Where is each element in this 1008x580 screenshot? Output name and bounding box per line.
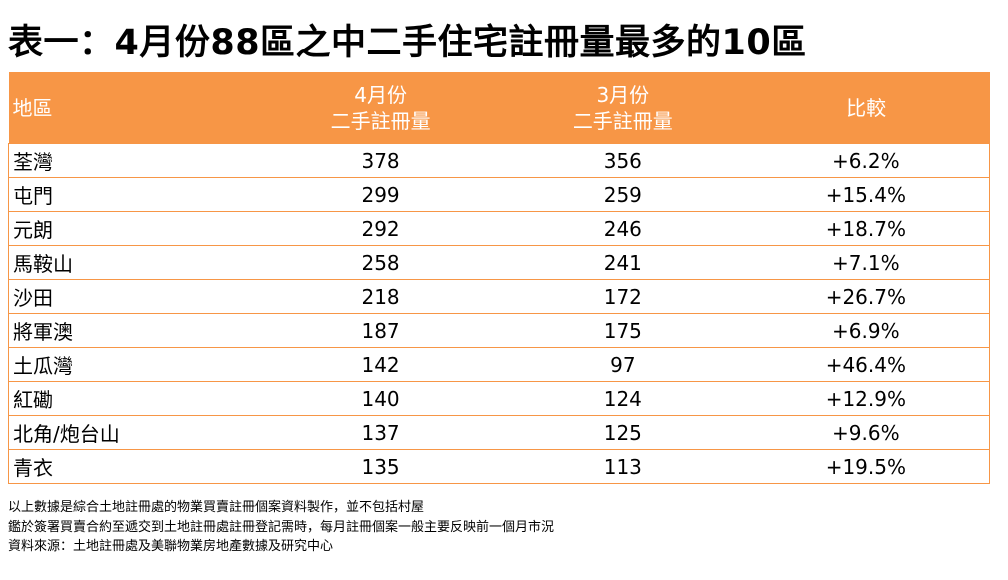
value-cell: 241 <box>502 245 743 280</box>
value-cell: 258 <box>258 245 503 280</box>
district-cell: 土瓜灣 <box>8 347 259 382</box>
table-row: 元朗 292 246 +18.7% <box>8 211 990 246</box>
table-row: 將軍澳 187 175 +6.9% <box>8 313 990 348</box>
table-row: 北角/炮台山 137 125 +9.6% <box>8 415 990 450</box>
value-cell: +46.4% <box>742 347 990 382</box>
district-cell: 紅磡 <box>8 381 259 416</box>
column-header: 3月份 二手註冊量 <box>502 72 743 144</box>
table-body: 荃灣 378 356 +6.2% 屯門 299 259 +15.4% 元朗 292 246 +18.7… <box>8 143 990 484</box>
value-cell: +26.7% <box>742 279 990 314</box>
value-cell: +15.4% <box>742 177 990 212</box>
header-line: 比較 <box>846 95 887 120</box>
value-cell: 124 <box>502 381 743 416</box>
value-cell: 97 <box>502 347 743 382</box>
header-line: 二手註冊量 <box>572 108 673 133</box>
value-cell: 137 <box>258 415 503 450</box>
value-cell: 218 <box>258 279 503 314</box>
value-cell: 356 <box>502 143 743 178</box>
value-cell: +9.6% <box>742 415 990 450</box>
note: 以上數據是綜合土地註冊處的物業買賣註冊個案資料製作，並不包括村屋 <box>8 500 425 515</box>
header-line: 地區 <box>12 95 53 120</box>
value-cell: 292 <box>258 211 503 246</box>
value-cell: 113 <box>502 449 743 484</box>
value-cell: 246 <box>502 211 743 246</box>
note: 資料來源：土地註冊處及美聯物業房地產數據及研究中心 <box>8 539 334 554</box>
value-cell: +6.9% <box>742 313 990 348</box>
district-cell: 將軍澳 <box>8 313 259 348</box>
district-cell: 北角/炮台山 <box>8 415 259 450</box>
title: 表一：4月份88區之中二手住宅註冊量最多的10區 <box>8 23 807 63</box>
value-cell: 299 <box>258 177 503 212</box>
notes: 以上數據是綜合土地註冊處的物業買賣註冊個案資料製作，並不包括村屋鑑於簽署買賣合約… <box>8 498 554 557</box>
table-row: 土瓜灣 142 97 +46.4% <box>8 347 990 382</box>
header-line: 4月份 <box>354 82 407 107</box>
district-cell: 馬鞍山 <box>8 245 259 280</box>
column-header: 地區 <box>8 72 259 144</box>
district-cell: 沙田 <box>8 279 259 314</box>
note: 鑑於簽署買賣合約至遞交到土地註冊處註冊登記需時，每月註冊個案一般主要反映前一個月… <box>8 519 555 535</box>
district-cell: 青衣 <box>8 449 259 484</box>
value-cell: +18.7% <box>742 211 990 246</box>
value-cell: 140 <box>258 381 503 416</box>
table-row: 馬鞍山 258 241 +7.1% <box>8 245 990 280</box>
table-row: 青衣 135 113 +19.5% <box>8 449 990 484</box>
table-row: 紅磡 140 124 +12.9% <box>8 381 990 416</box>
value-cell: 187 <box>258 313 503 348</box>
value-cell: +12.9% <box>742 381 990 416</box>
value-cell: 125 <box>502 415 743 450</box>
header-row: 地區 4月份 二手註冊量 3月份 二手註冊量 比較 <box>8 72 990 144</box>
value-cell: +19.5% <box>742 449 990 484</box>
column-header: 比較 <box>742 72 990 144</box>
value-cell: 378 <box>258 143 503 178</box>
table-row: 屯門 299 259 +15.4% <box>8 177 990 212</box>
district-cell: 元朗 <box>8 211 259 246</box>
value-cell: 172 <box>502 279 743 314</box>
table-row: 沙田 218 172 +26.7% <box>8 279 990 314</box>
header-line: 3月份 <box>596 82 650 107</box>
value-cell: 142 <box>258 347 503 382</box>
value-cell: 175 <box>502 313 743 348</box>
header-line: 二手註冊量 <box>330 108 431 133</box>
value-cell: 259 <box>502 177 743 212</box>
table-row: 荃灣 378 356 +6.2% <box>8 143 990 178</box>
district-cell: 屯門 <box>8 177 259 212</box>
district-cell: 荃灣 <box>8 143 259 178</box>
value-cell: 135 <box>258 449 503 484</box>
value-cell: +6.2% <box>742 143 990 178</box>
table: 地區 4月份 二手註冊量 3月份 二手註冊量 比較 荃灣 378 356 +6.2% 屯門 299 2… <box>8 72 990 484</box>
value-cell: +7.1% <box>742 245 990 280</box>
column-header: 4月份 二手註冊量 <box>258 72 503 144</box>
